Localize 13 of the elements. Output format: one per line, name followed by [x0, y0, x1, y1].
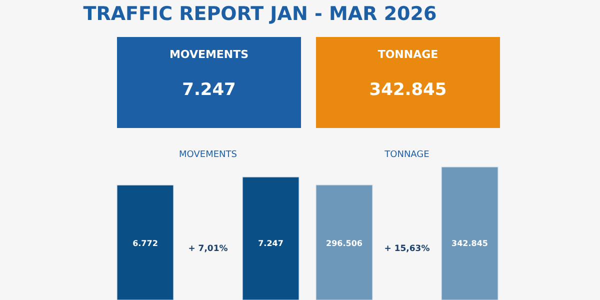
data-label: 7.247: [258, 239, 284, 248]
text: TRAFFIC REPORT JAN - MAR 2026: [83, 3, 437, 25]
data-label: 296.506: [326, 239, 363, 248]
data-label: 6.772: [132, 239, 158, 248]
category-label: MOVEMENTS: [169, 48, 249, 61]
chart-title: MOVEMENTS: [179, 150, 238, 160]
category-label: TONNAGE: [378, 48, 438, 61]
data-label: 7.247: [182, 80, 236, 100]
data-label: 342.845: [452, 239, 488, 248]
chart-title: TONNAGE: [384, 150, 430, 160]
data-label: 342.845: [369, 80, 447, 100]
annotation: + 7,01%: [188, 244, 228, 254]
annotation: + 15,63%: [384, 244, 430, 254]
